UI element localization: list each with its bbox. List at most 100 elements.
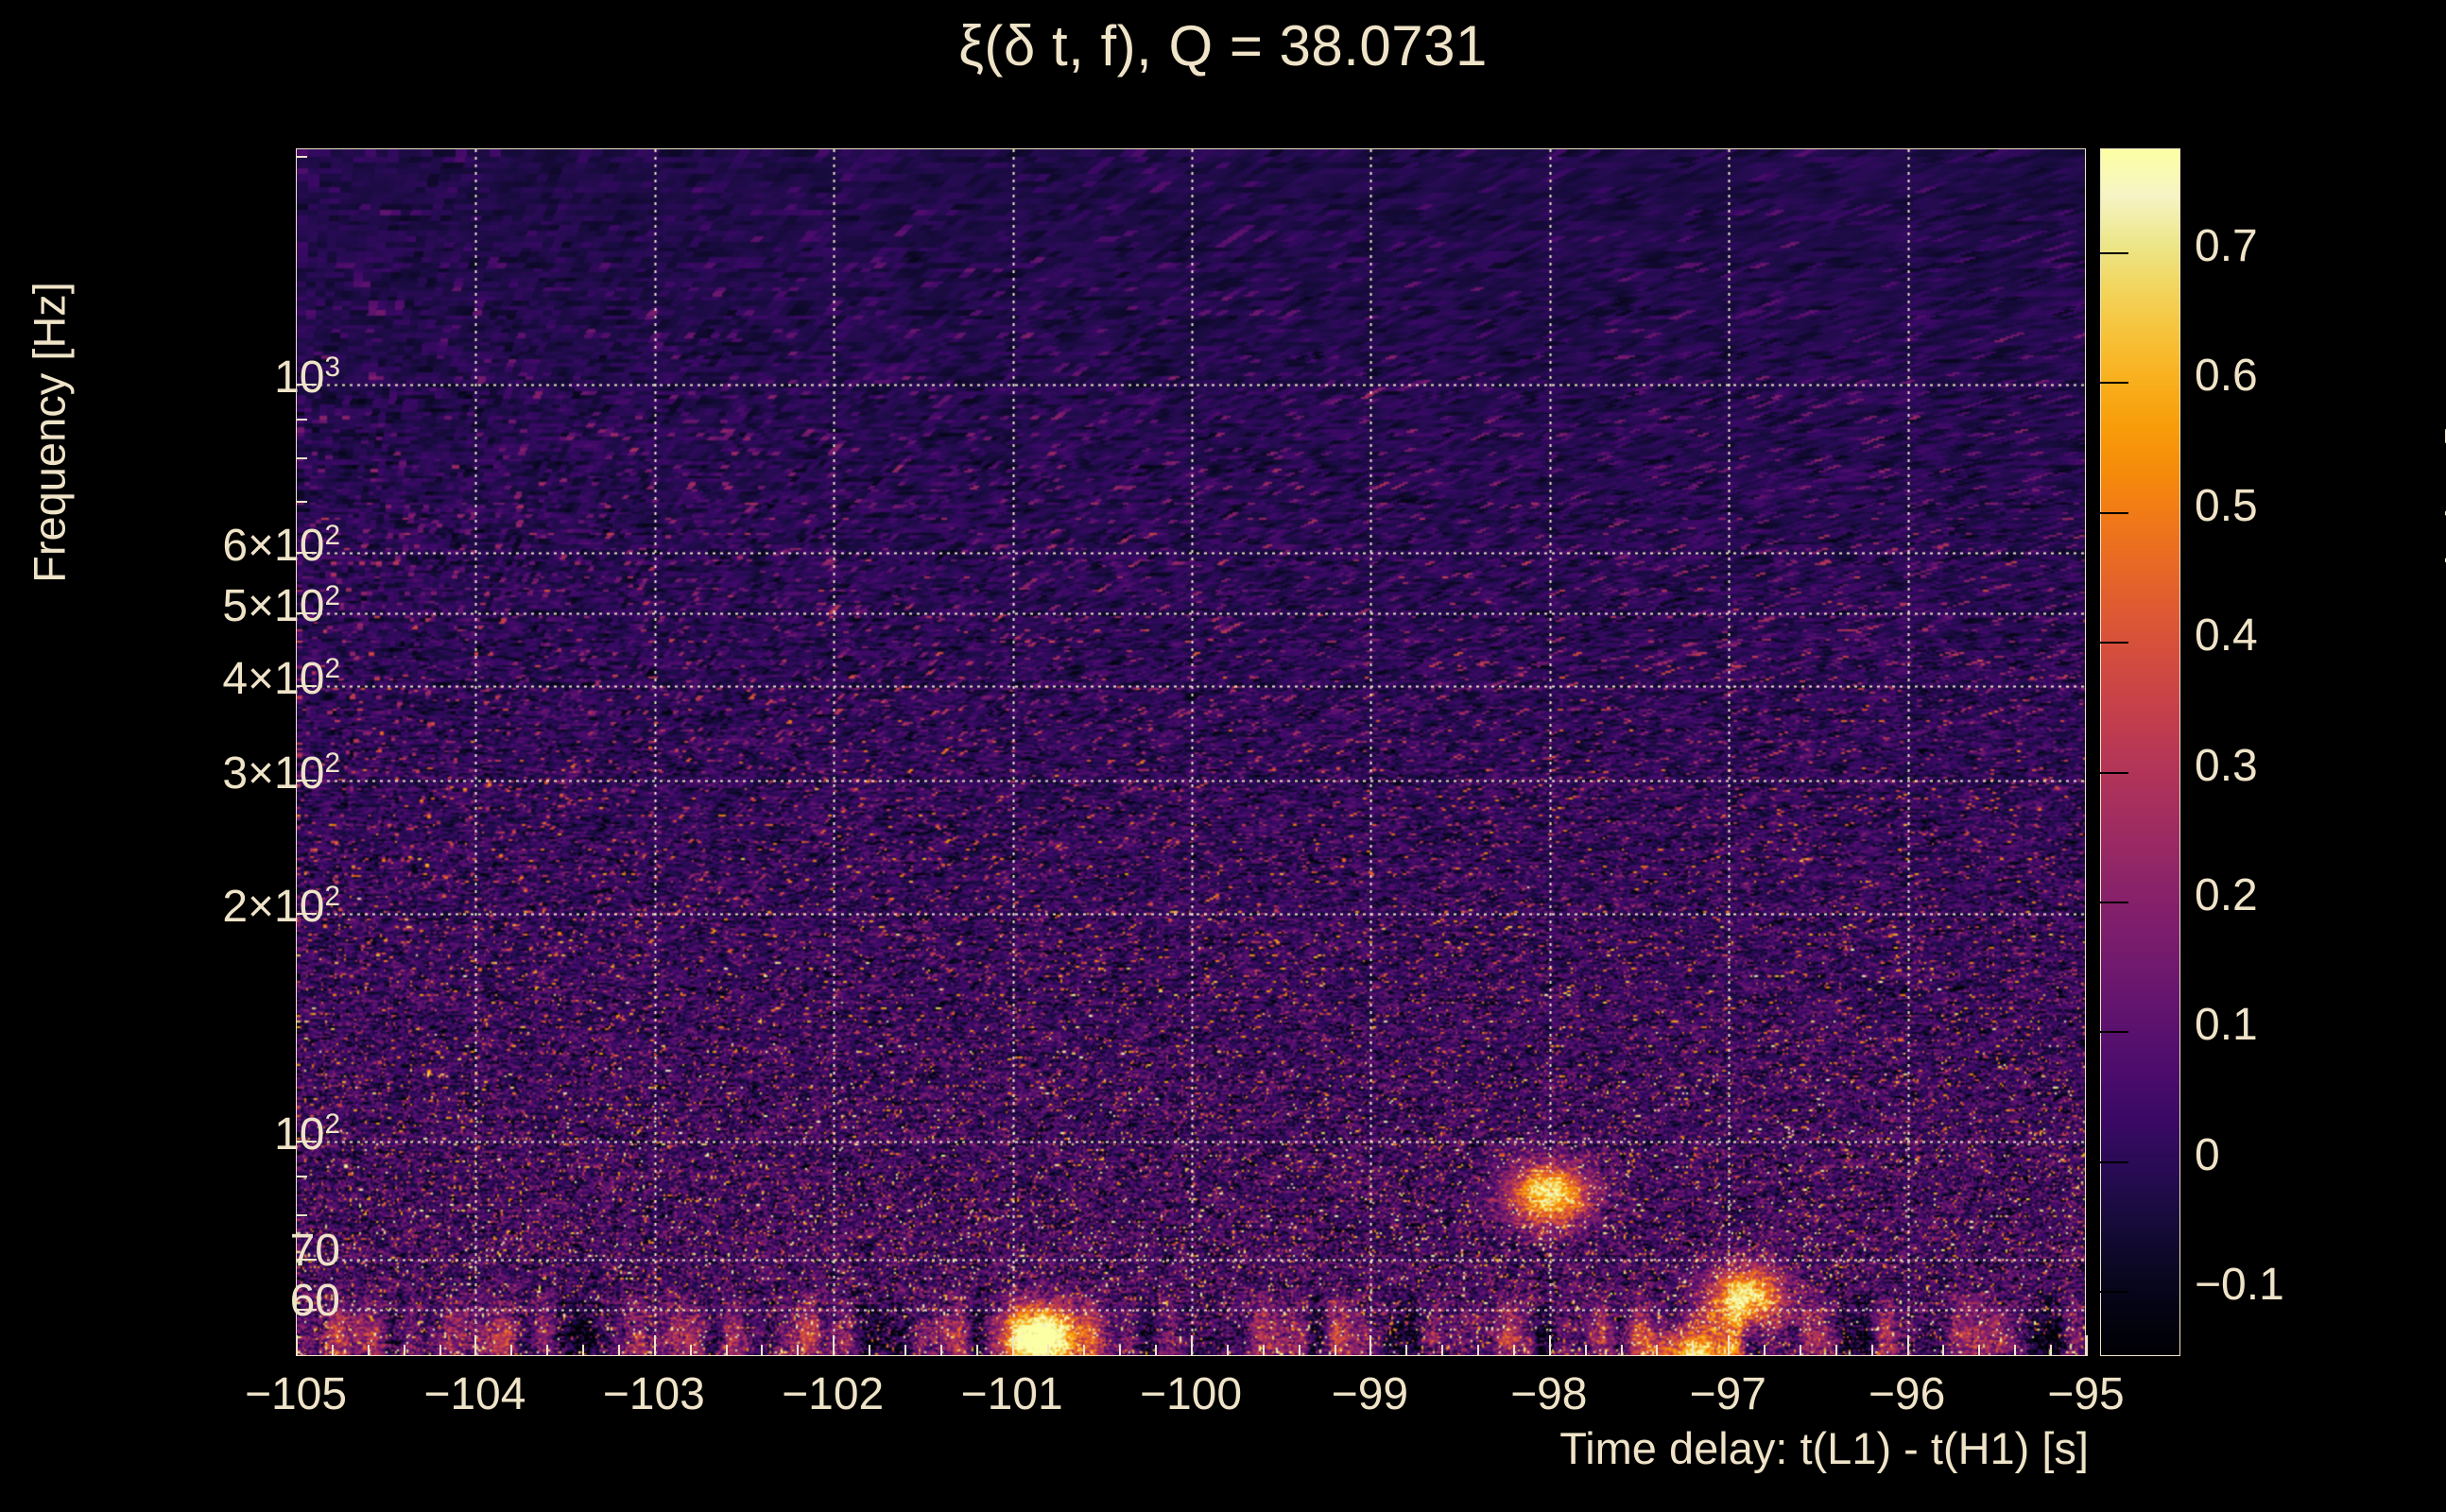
x-minor-tick-mark <box>2050 1345 2052 1356</box>
y-tick-label: 103 <box>274 352 340 404</box>
x-minor-tick-mark <box>1942 1345 1944 1356</box>
x-tick-label: −103 <box>602 1369 705 1419</box>
y-minor-tick-mark <box>296 913 307 915</box>
x-minor-tick-mark <box>510 1345 512 1356</box>
colorbar-gradient <box>2101 149 2179 1355</box>
y-minor-tick-mark <box>296 384 307 386</box>
colorbar-tick-label: 0.7 <box>2195 220 2258 271</box>
x-tick-label: −99 <box>1331 1369 1409 1419</box>
y-tick-label: 70 <box>289 1225 340 1276</box>
x-minor-tick-mark <box>1299 1345 1301 1356</box>
y-minor-tick-mark <box>296 1214 307 1216</box>
x-tick-label: −104 <box>423 1369 526 1419</box>
x-tick-label: −101 <box>960 1369 1063 1419</box>
y-minor-tick-mark <box>296 1176 307 1177</box>
colorbar-title: Cross-correlation ξ <box>2437 427 2446 798</box>
colorbar-tick-mark <box>2100 1291 2128 1293</box>
x-minor-tick-mark <box>1728 1345 1730 1356</box>
x-axis-title: Time delay: t(L1) - t(H1) [s] <box>1559 1423 2089 1473</box>
x-tick-label: −98 <box>1510 1369 1588 1419</box>
x-minor-tick-mark <box>869 1345 870 1356</box>
x-minor-tick-mark <box>690 1345 692 1356</box>
x-tick-label: −96 <box>1868 1369 1946 1419</box>
y-minor-tick-mark <box>296 156 307 158</box>
x-minor-tick-mark <box>1083 1345 1085 1356</box>
x-minor-tick-mark <box>1119 1345 1121 1356</box>
x-minor-tick-mark <box>1800 1345 1801 1356</box>
x-minor-tick-mark <box>582 1345 584 1356</box>
colorbar-tick-label: 0.5 <box>2195 480 2258 531</box>
x-minor-tick-mark <box>368 1345 370 1356</box>
x-minor-tick-mark <box>1263 1345 1265 1356</box>
x-minor-tick-mark <box>1692 1345 1694 1356</box>
x-minor-tick-mark <box>1335 1345 1336 1356</box>
colorbar-tick-mark <box>2100 772 2128 774</box>
x-minor-tick-mark <box>1513 1345 1515 1356</box>
x-tick-label: −102 <box>782 1369 885 1419</box>
x-tick-label: −105 <box>244 1369 348 1419</box>
x-minor-tick-mark <box>1441 1345 1443 1356</box>
x-minor-tick-mark <box>618 1345 620 1356</box>
x-minor-tick-mark <box>761 1345 763 1356</box>
colorbar-tick-label: 0 <box>2195 1129 2220 1180</box>
colorbar-tick-mark <box>2100 902 2128 903</box>
colorbar-tick-mark <box>2100 642 2128 644</box>
y-axis-title: Frequency [Hz] <box>24 282 75 583</box>
y-minor-tick-mark <box>296 685 307 687</box>
y-tick-label: 60 <box>289 1276 340 1327</box>
x-minor-tick-mark <box>797 1345 799 1356</box>
colorbar-tick-mark <box>2100 512 2128 514</box>
y-tick-label: 5×102 <box>222 579 340 631</box>
y-tick-label: 4×102 <box>222 653 340 705</box>
x-minor-tick-mark <box>1764 1345 1766 1356</box>
x-minor-tick-mark <box>1012 1345 1014 1356</box>
x-minor-tick-mark <box>833 1345 835 1356</box>
y-minor-tick-mark <box>296 612 307 614</box>
x-minor-tick-mark <box>332 1345 334 1356</box>
y-tick-label: 3×102 <box>222 747 340 799</box>
page-title: ξ(δ t, f), Q = 38.0731 <box>958 14 1488 77</box>
x-tick-label: −100 <box>1139 1369 1243 1419</box>
x-tick-label: −97 <box>1689 1369 1766 1419</box>
y-minor-tick-mark <box>296 1141 307 1143</box>
x-minor-tick-mark <box>1871 1345 1873 1356</box>
x-minor-tick-mark <box>1227 1345 1229 1356</box>
x-minor-tick-mark <box>726 1345 728 1356</box>
x-minor-tick-mark <box>904 1345 906 1356</box>
colorbar-tick-label: 0.1 <box>2195 1000 2258 1051</box>
colorbar-tick-label: 0.6 <box>2195 351 2258 402</box>
plot-gridlines <box>297 149 2085 1355</box>
x-minor-tick-mark <box>1047 1345 1049 1356</box>
x-minor-tick-mark <box>1585 1345 1587 1356</box>
x-minor-tick-mark <box>1405 1345 1407 1356</box>
y-minor-tick-mark <box>296 1309 307 1311</box>
x-minor-tick-mark <box>1621 1345 1623 1356</box>
x-minor-tick-mark <box>296 1345 298 1356</box>
x-minor-tick-mark <box>1835 1345 1837 1356</box>
x-minor-tick-mark <box>2014 1345 2016 1356</box>
colorbar[interactable] <box>2100 148 2180 1356</box>
x-minor-tick-mark <box>2086 1345 2088 1356</box>
colorbar-tick-mark <box>2100 1161 2128 1163</box>
x-minor-tick-mark <box>1191 1345 1193 1356</box>
colorbar-tick-label: 0.4 <box>2195 610 2258 662</box>
x-minor-tick-mark <box>1155 1345 1157 1356</box>
x-minor-tick-mark <box>1978 1345 1980 1356</box>
spectrogram-plot-area[interactable] <box>296 148 2086 1356</box>
y-minor-tick-mark <box>296 419 307 421</box>
x-minor-tick-mark <box>474 1345 476 1356</box>
x-minor-tick-mark <box>1369 1345 1371 1356</box>
x-minor-tick-mark <box>940 1345 942 1356</box>
x-tick-label: −95 <box>2047 1369 2125 1419</box>
colorbar-tick-mark <box>2100 1031 2128 1033</box>
y-tick-label: 102 <box>274 1108 340 1160</box>
colorbar-tick-mark <box>2100 252 2128 254</box>
x-minor-tick-mark <box>1549 1345 1551 1356</box>
x-minor-tick-mark <box>1656 1345 1658 1356</box>
colorbar-tick-label: 0.3 <box>2195 740 2258 791</box>
x-minor-tick-mark <box>439 1345 441 1356</box>
y-tick-label: 6×102 <box>222 520 340 572</box>
y-minor-tick-mark <box>296 1259 307 1261</box>
x-minor-tick-mark <box>1477 1345 1479 1356</box>
x-minor-tick-mark <box>404 1345 405 1356</box>
